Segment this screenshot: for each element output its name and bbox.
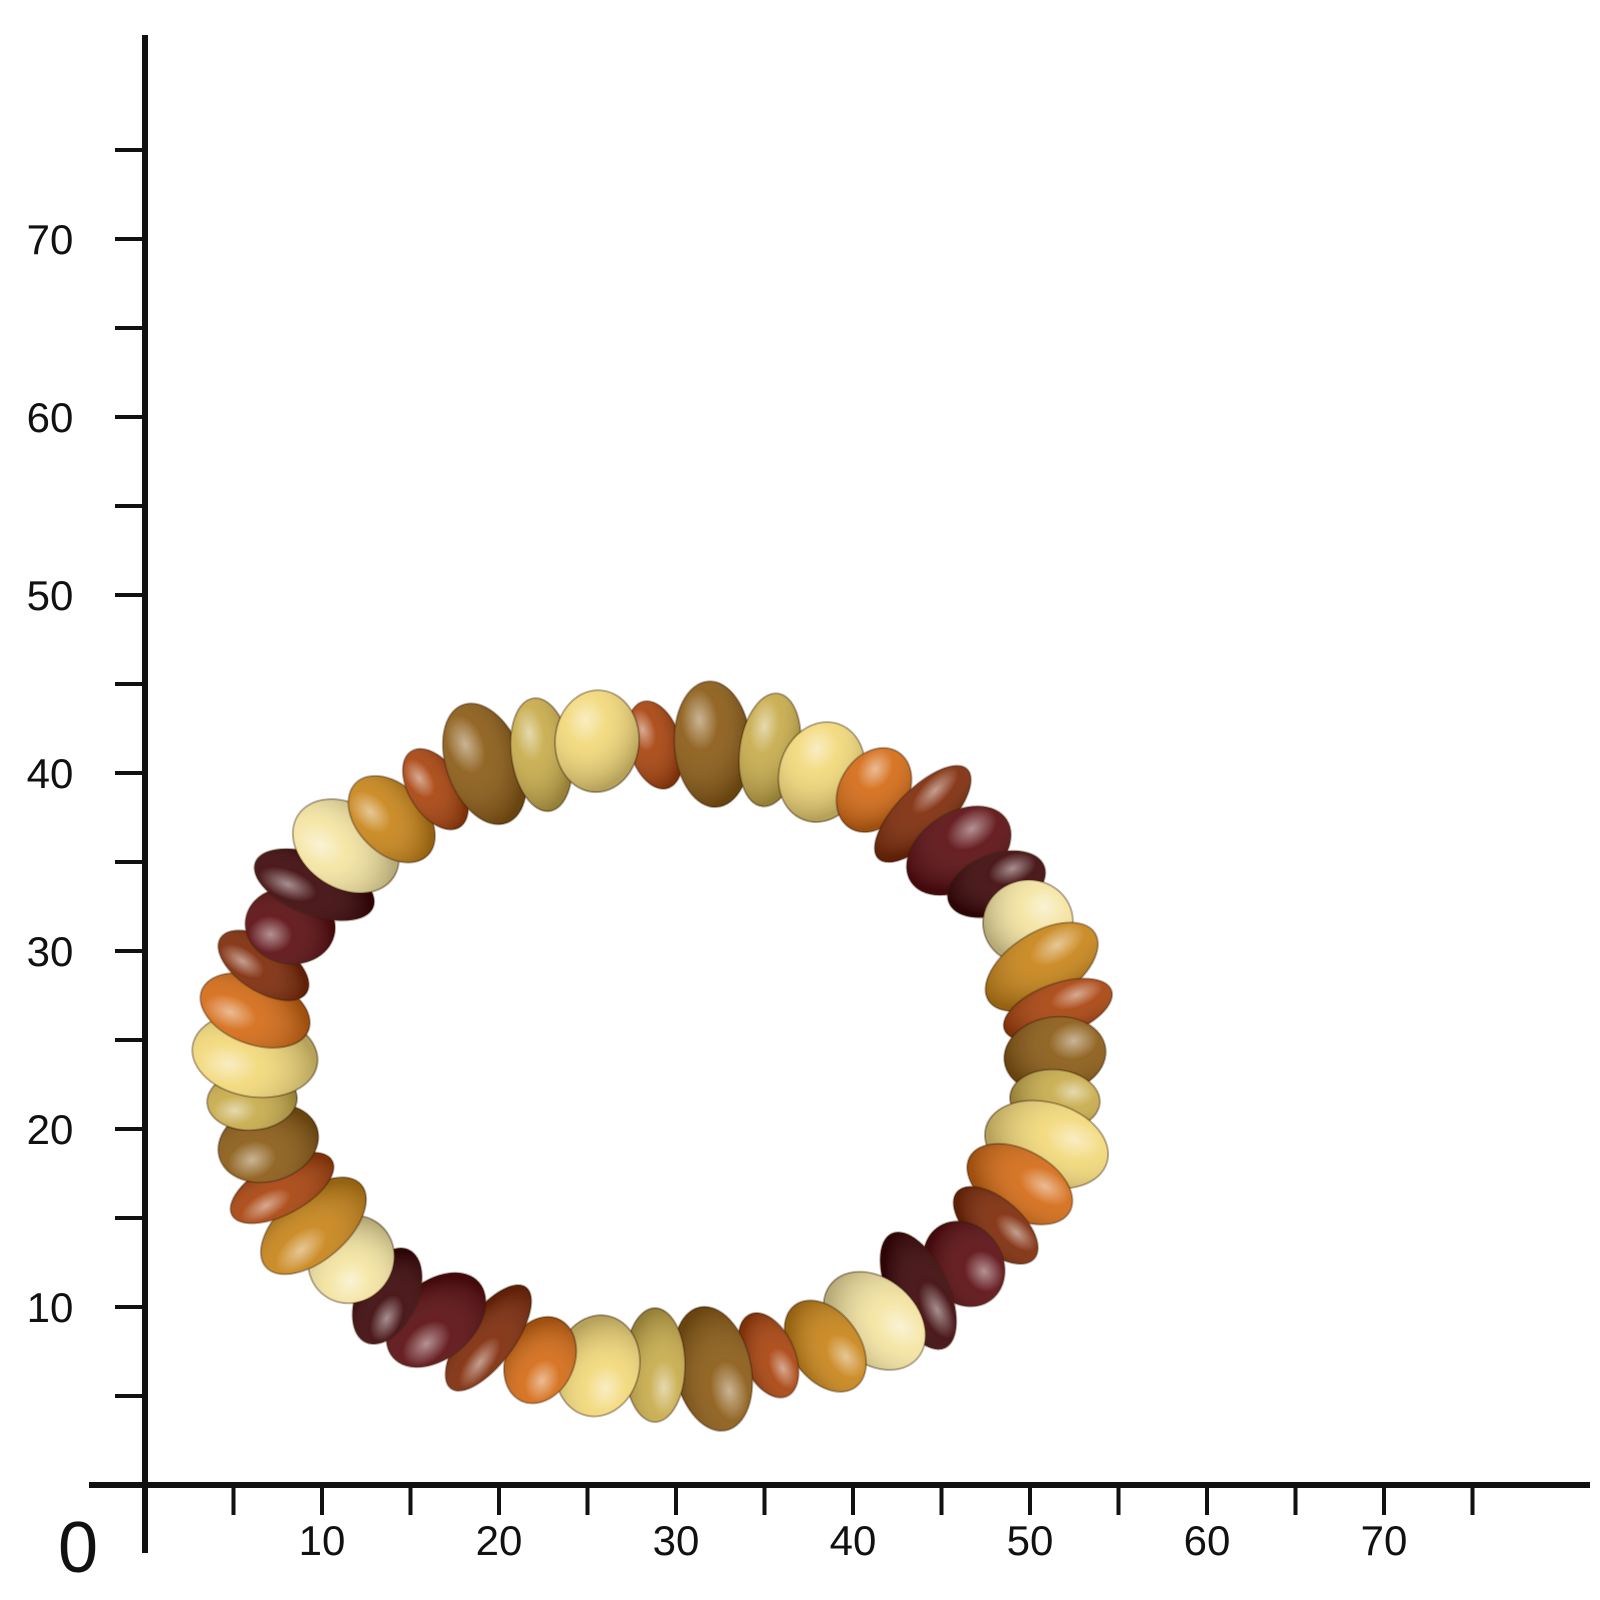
x-scale-tick-label: 60	[1184, 1517, 1231, 1564]
amber-bead	[229, 1151, 335, 1225]
amber-bead	[259, 1176, 368, 1276]
y-scale-tick-label: 50	[27, 572, 74, 619]
x-scale-tick-label: 10	[299, 1517, 346, 1564]
y-scale-tick-label: 60	[27, 394, 74, 441]
amber-bead	[554, 1314, 641, 1418]
amber-bead	[217, 929, 310, 1002]
amber-bead	[626, 700, 684, 790]
y-scale-tick-label: 10	[27, 1284, 74, 1331]
amber-bead	[554, 689, 641, 794]
measurement-scale: 10 20 30 40 50 60 70 10 20 30 40 50 60 70 0	[27, 35, 1590, 1588]
amber-bead	[673, 680, 752, 809]
amber-bead	[624, 1307, 686, 1423]
y-scale-tick-label: 30	[27, 928, 74, 975]
x-scale-tick-label: 50	[1007, 1517, 1054, 1564]
amber-bead	[783, 1299, 868, 1393]
amber-bead	[737, 1311, 800, 1399]
x-scale-tick-label: 20	[476, 1517, 523, 1564]
amber-bracelet	[191, 680, 1114, 1432]
x-scale-tick-label: 70	[1361, 1517, 1408, 1564]
x-scale-ticks: 10 20 30 40 50 60 70	[231, 1485, 1475, 1564]
x-scale-tick-label: 40	[830, 1517, 877, 1564]
amber-bead	[441, 702, 528, 826]
amber-bead	[502, 1315, 578, 1405]
scale-origin-label: 0	[58, 1508, 98, 1588]
y-scale-tick-label: 20	[27, 1106, 74, 1153]
y-scale-ticks: 10 20 30 40 50 60 70	[27, 148, 145, 1398]
y-scale-tick-label: 70	[27, 216, 74, 263]
x-scale-tick-label: 30	[653, 1517, 700, 1564]
y-scale-tick-label: 40	[27, 750, 74, 797]
